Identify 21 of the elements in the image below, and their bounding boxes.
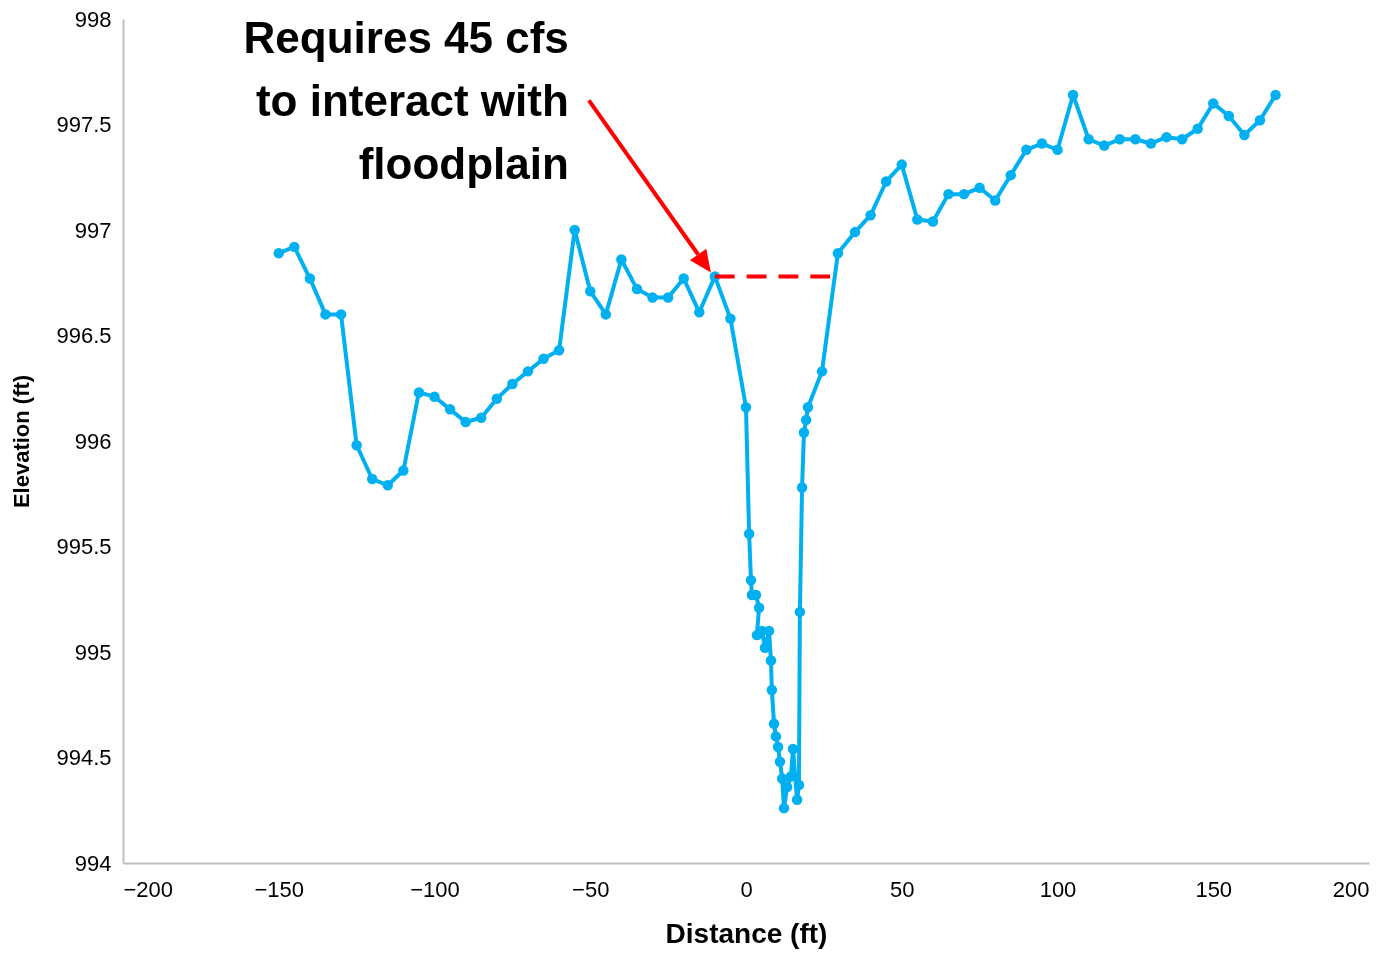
y-tick-label: 995.5 <box>56 534 112 559</box>
x-tick-label: −50 <box>572 876 610 902</box>
x-tick-label: 150 <box>1195 876 1233 902</box>
x-tick-label: −100 <box>410 876 460 902</box>
x-axis-title: Distance (ft) <box>665 917 828 949</box>
annotation: Requires 45 cfs to interact with floodplain <box>243 13 569 189</box>
y-tick-label: 994 <box>74 850 112 876</box>
y-tick-label: 994.5 <box>56 745 112 770</box>
y-tick-label: 996.5 <box>56 323 112 348</box>
x-tick-label: 100 <box>1039 876 1077 902</box>
y-tick-label: 996 <box>74 428 112 454</box>
x-tick-label: −150 <box>254 876 305 902</box>
y-tick-label: 997 <box>74 217 112 243</box>
x-tick-label: 200 <box>1332 876 1370 902</box>
x-tick-label: 50 <box>890 876 915 902</box>
y-tick-label: 995 <box>74 639 112 665</box>
x-tick-label: −200 <box>123 876 174 902</box>
y-tick-label: 997.5 <box>56 112 112 137</box>
y-tick-label: 998 <box>74 6 112 32</box>
y-axis-title: Elevation (ft) <box>9 374 35 509</box>
x-tick-label: 0 <box>740 876 753 902</box>
